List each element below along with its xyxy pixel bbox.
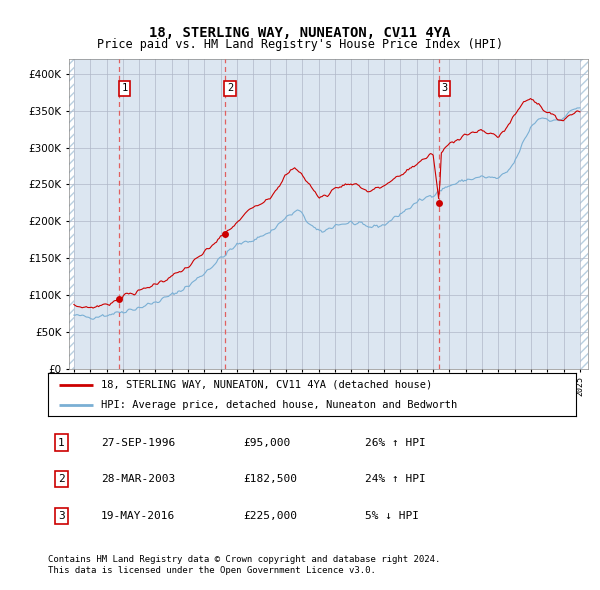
Text: 26% ↑ HPI: 26% ↑ HPI (365, 438, 425, 448)
Text: Price paid vs. HM Land Registry's House Price Index (HPI): Price paid vs. HM Land Registry's House … (97, 38, 503, 51)
Text: £225,000: £225,000 (244, 511, 298, 521)
Text: 28-MAR-2003: 28-MAR-2003 (101, 474, 175, 484)
Text: £95,000: £95,000 (244, 438, 290, 448)
Text: 3: 3 (442, 83, 448, 93)
Text: 27-SEP-1996: 27-SEP-1996 (101, 438, 175, 448)
Text: £182,500: £182,500 (244, 474, 298, 484)
Text: Contains HM Land Registry data © Crown copyright and database right 2024.: Contains HM Land Registry data © Crown c… (48, 555, 440, 564)
Text: 18, STERLING WAY, NUNEATON, CV11 4YA: 18, STERLING WAY, NUNEATON, CV11 4YA (149, 26, 451, 40)
Text: 5% ↓ HPI: 5% ↓ HPI (365, 511, 419, 521)
Text: 2: 2 (58, 474, 65, 484)
Text: 18, STERLING WAY, NUNEATON, CV11 4YA (detached house): 18, STERLING WAY, NUNEATON, CV11 4YA (de… (101, 380, 432, 390)
Text: This data is licensed under the Open Government Licence v3.0.: This data is licensed under the Open Gov… (48, 566, 376, 575)
Text: 19-MAY-2016: 19-MAY-2016 (101, 511, 175, 521)
Text: 1: 1 (58, 438, 65, 448)
Text: 2: 2 (227, 83, 233, 93)
Text: 24% ↑ HPI: 24% ↑ HPI (365, 474, 425, 484)
Text: 3: 3 (58, 511, 65, 521)
Text: 1: 1 (121, 83, 127, 93)
Text: HPI: Average price, detached house, Nuneaton and Bedworth: HPI: Average price, detached house, Nune… (101, 401, 457, 410)
